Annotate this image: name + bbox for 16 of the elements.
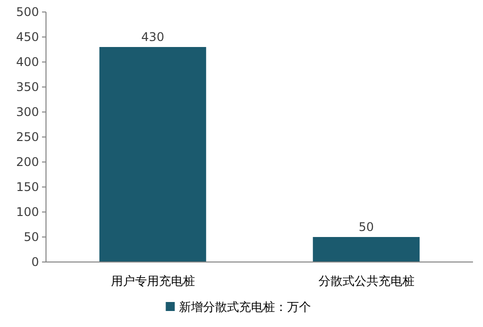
y-tick-label: 100 [16,205,39,219]
x-tick-label: 分散式公共充电桩 [318,274,414,288]
y-tick-label: 0 [31,255,39,269]
y-tick-label: 50 [24,230,39,244]
legend-label: 新增分散式充电桩：万个 [178,300,311,314]
data-label: 50 [358,220,374,234]
y-tick-label: 300 [16,105,39,119]
x-tick-label: 用户专用充电桩 [110,274,195,288]
y-tick-label: 200 [16,155,39,169]
y-tick-label: 250 [16,130,39,144]
y-tick-label: 450 [16,30,39,44]
y-tick-label: 150 [16,180,39,194]
y-tick-label: 350 [16,80,39,94]
y-tick-label: 400 [16,55,39,69]
data-label: 430 [141,30,164,44]
y-tick-label: 500 [16,5,39,19]
